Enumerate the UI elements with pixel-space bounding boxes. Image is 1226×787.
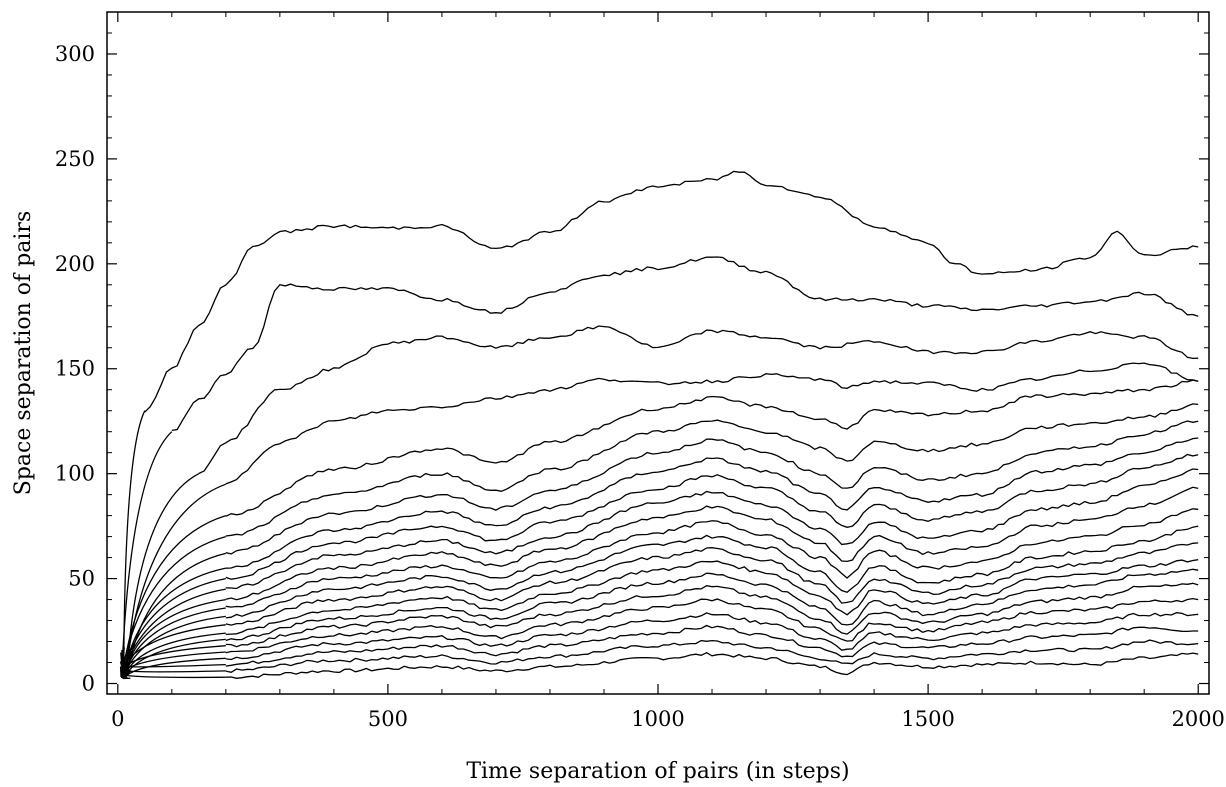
series-line [225,542,1199,626]
series-line [225,624,1199,667]
series-line [225,437,1199,569]
y-tick-label-0: 0 [82,672,95,696]
series-line [225,486,1199,601]
y-tick-label-150: 150 [55,357,95,381]
x-axis-title: Time separation of pairs (in steps) [466,759,849,784]
series-fan-segment [124,567,226,667]
series-line [225,639,1199,673]
series-fan-segment [123,410,146,676]
origin-clutter-line [120,673,126,676]
series-fan-segment [121,651,226,672]
series-line [225,559,1199,636]
x-tick-label-0: 0 [111,707,124,731]
series-line [225,403,1199,537]
origin-clutter-line [120,650,132,676]
origin-clutter-line [123,675,128,678]
plot-area [106,11,1210,695]
y-tick-label-250: 250 [55,147,95,171]
series-line [225,362,1199,485]
series-line [225,420,1199,555]
series-fan-segment [122,674,226,679]
y-axis-tick-labels: 0 50 100 150 200 250 300 [55,42,95,696]
plot-frame [106,11,1210,695]
series-line [225,651,1199,679]
series-line [225,379,1199,517]
x-axis-tick-labels: 0 500 1000 1500 2000 [111,707,1225,731]
y-tick-label-50: 50 [68,567,95,591]
series-line [225,612,1199,661]
origin-clutter-line [121,669,130,675]
series-fan-segment [126,473,200,671]
x-tick-label-1500: 1500 [901,707,954,731]
series-fan-segment [123,670,226,673]
series-line [171,256,1199,432]
series-line [225,453,1199,580]
x-tick-label-1000: 1000 [631,707,684,731]
y-axis: 0 50 100 150 200 250 300 Space separatio… [11,32,1209,696]
y-tick-label-200: 200 [55,252,95,276]
series-fan-segment [126,552,226,676]
series-line [198,325,1199,475]
series-fan-segment [126,632,226,672]
series-line [144,170,1199,413]
x-tick-label-2000: 2000 [1171,707,1224,731]
series-fan-segment [126,657,226,676]
series-fan-segment [125,663,226,668]
near-origin-fan [119,410,227,680]
x-axis-ticks [117,12,1199,694]
y-axis-title: Space separation of pairs [11,211,36,495]
series-line [225,597,1199,654]
y-tick-label-100: 100 [55,462,95,486]
x-tick-label-500: 500 [368,707,408,731]
series-line [225,568,1199,642]
series-line [225,525,1199,619]
series-line [225,468,1199,590]
y-tick-label-300: 300 [55,42,95,66]
series-line [225,508,1199,608]
series-fan-segment [124,483,227,676]
series-fan-segment [124,638,226,676]
y-axis-ticks [107,32,1209,685]
series-layer [144,170,1199,679]
x-axis: 0 500 1000 1500 2000 Time separation of … [111,12,1225,784]
series-line [225,582,1199,648]
origin-clutter-line [119,666,122,678]
